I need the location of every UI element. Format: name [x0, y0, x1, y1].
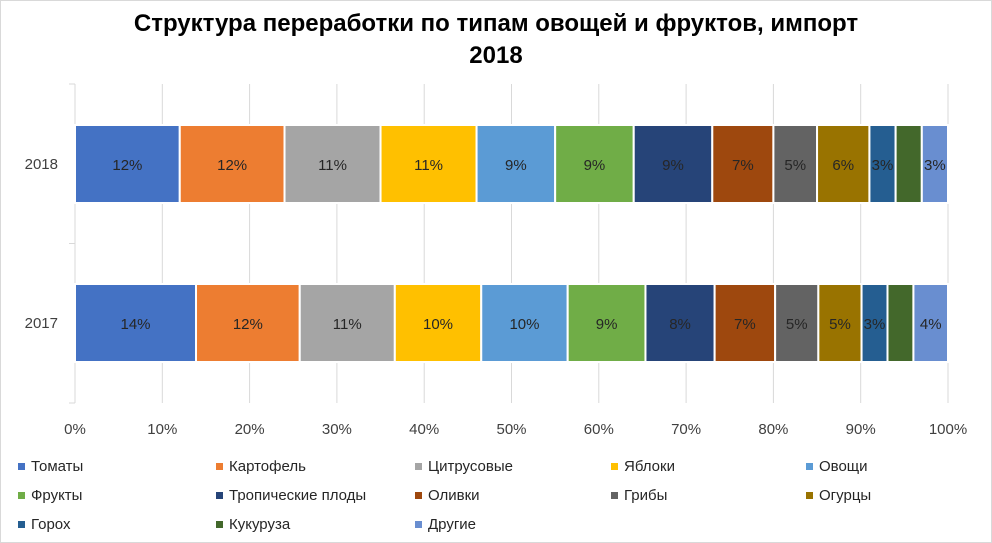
x-tick-label: 90%: [846, 421, 876, 438]
legend-label: Картофель: [229, 457, 306, 475]
data-label: 11%: [414, 157, 443, 174]
bar-segment: [566, 283, 647, 363]
data-label: 12%: [233, 316, 263, 333]
legend-label: Горох: [31, 515, 71, 533]
x-tick-label: 10%: [147, 421, 177, 438]
data-label: 9%: [584, 157, 606, 174]
data-label: 11%: [333, 316, 362, 333]
legend-item: Оливки: [415, 485, 480, 505]
x-tick-label: 70%: [671, 421, 701, 438]
legend-item: Тропические плоды: [216, 485, 366, 505]
data-label: 11%: [318, 157, 347, 174]
legend-item: Другие: [415, 514, 476, 534]
bar-segment: [816, 124, 871, 204]
bar-segment: [894, 124, 923, 204]
legend-item: Грибы: [611, 485, 667, 505]
legend-label: Оливки: [428, 486, 480, 504]
data-label: 3%: [924, 157, 946, 174]
legend-swatch: [415, 491, 422, 499]
category-label: 2017: [25, 315, 58, 332]
data-label: 3%: [864, 316, 886, 333]
data-label: 3%: [872, 157, 894, 174]
data-label: 9%: [662, 157, 684, 174]
legend-swatch: [611, 491, 618, 499]
legend-swatch: [18, 462, 25, 470]
bar-segment: [912, 283, 949, 363]
legend-swatch: [216, 462, 223, 470]
legend-item: Фрукты: [18, 485, 82, 505]
legend-label: Тропические плоды: [229, 486, 367, 504]
legend-swatch: [18, 520, 25, 528]
bar-segment: [711, 124, 775, 204]
bar-segment: [475, 124, 557, 204]
legend-label: Яблоки: [624, 457, 675, 475]
legend-label: Другие: [428, 515, 477, 533]
legend-item: Картофель: [216, 456, 306, 476]
data-label: 9%: [505, 157, 527, 174]
x-tick-label: 30%: [322, 421, 352, 438]
legend-item: Горох: [18, 514, 70, 534]
data-label: 9%: [596, 316, 618, 333]
legend-item: Кукуруза: [216, 514, 290, 534]
data-label: 5%: [786, 316, 808, 333]
data-label: 5%: [829, 316, 851, 333]
data-label: 4%: [920, 316, 942, 333]
chart-title: Структура переработки по типам овощей и …: [0, 8, 992, 72]
legend-swatch: [611, 462, 618, 470]
x-tick-label: 100%: [929, 421, 967, 438]
legend-item: Яблоки: [611, 456, 675, 476]
legend-item: Томаты: [18, 456, 83, 476]
bar-segment: [74, 283, 198, 363]
data-label: 12%: [112, 157, 142, 174]
bars: 12% 12% 11% 11% 9% 9% 9% 7% 5% 6% 3% 3% 14% 12% 11% 10%…: [74, 124, 949, 363]
legend-swatch: [216, 491, 223, 499]
bar-segment: [195, 283, 301, 363]
legend-label: Овощи: [819, 457, 868, 475]
data-label: 7%: [734, 316, 756, 333]
data-label: 7%: [732, 157, 754, 174]
x-tick-label: 20%: [235, 421, 265, 438]
bar-segment: [886, 283, 915, 363]
x-tick-label: 80%: [758, 421, 788, 438]
legend-swatch: [216, 520, 223, 528]
legend-swatch: [18, 491, 25, 499]
bar-segment: [644, 283, 716, 363]
legend-swatch: [415, 520, 422, 528]
bar-segment: [554, 124, 635, 204]
data-label: 10%: [509, 316, 539, 333]
data-label: 10%: [423, 316, 453, 333]
legend-item: Огурцы: [806, 485, 871, 505]
legend-swatch: [806, 462, 813, 470]
legend-label: Огурцы: [819, 486, 872, 504]
legend-label: Грибы: [624, 486, 668, 504]
data-label: 12%: [217, 157, 247, 174]
x-tick-label: 50%: [496, 421, 526, 438]
chart-title-line-2: 2018: [469, 42, 523, 69]
legend-label: Кукуруза: [229, 515, 291, 533]
x-tick-label: 40%: [409, 421, 439, 438]
data-label: 14%: [120, 316, 150, 333]
axis-labels: 0% 10% 20% 30% 40% 50% 60% 70% 80% 90% 100% 2018 201…: [25, 156, 968, 438]
bar-segment: [817, 283, 863, 363]
legend-label: Цитрусовые: [428, 457, 513, 475]
legend-item: Цитрусовые: [415, 456, 513, 476]
legend-swatch: [415, 462, 422, 470]
data-label: 6%: [832, 157, 854, 174]
x-tick-label: 60%: [584, 421, 614, 438]
bar-segment: [920, 124, 949, 204]
category-label: 2018: [25, 156, 58, 173]
x-tick-label: 0%: [64, 421, 86, 438]
legend-item: Овощи: [806, 456, 868, 476]
legend-swatch: [806, 491, 813, 499]
chart-title-line-1: Структура переработки по типам овощей и …: [133, 10, 859, 37]
legend-label: Томаты: [31, 457, 84, 475]
bar-segment: [298, 283, 396, 363]
legend-label: Фрукты: [31, 486, 83, 504]
data-label: 8%: [669, 316, 691, 333]
data-label: 5%: [784, 157, 806, 174]
